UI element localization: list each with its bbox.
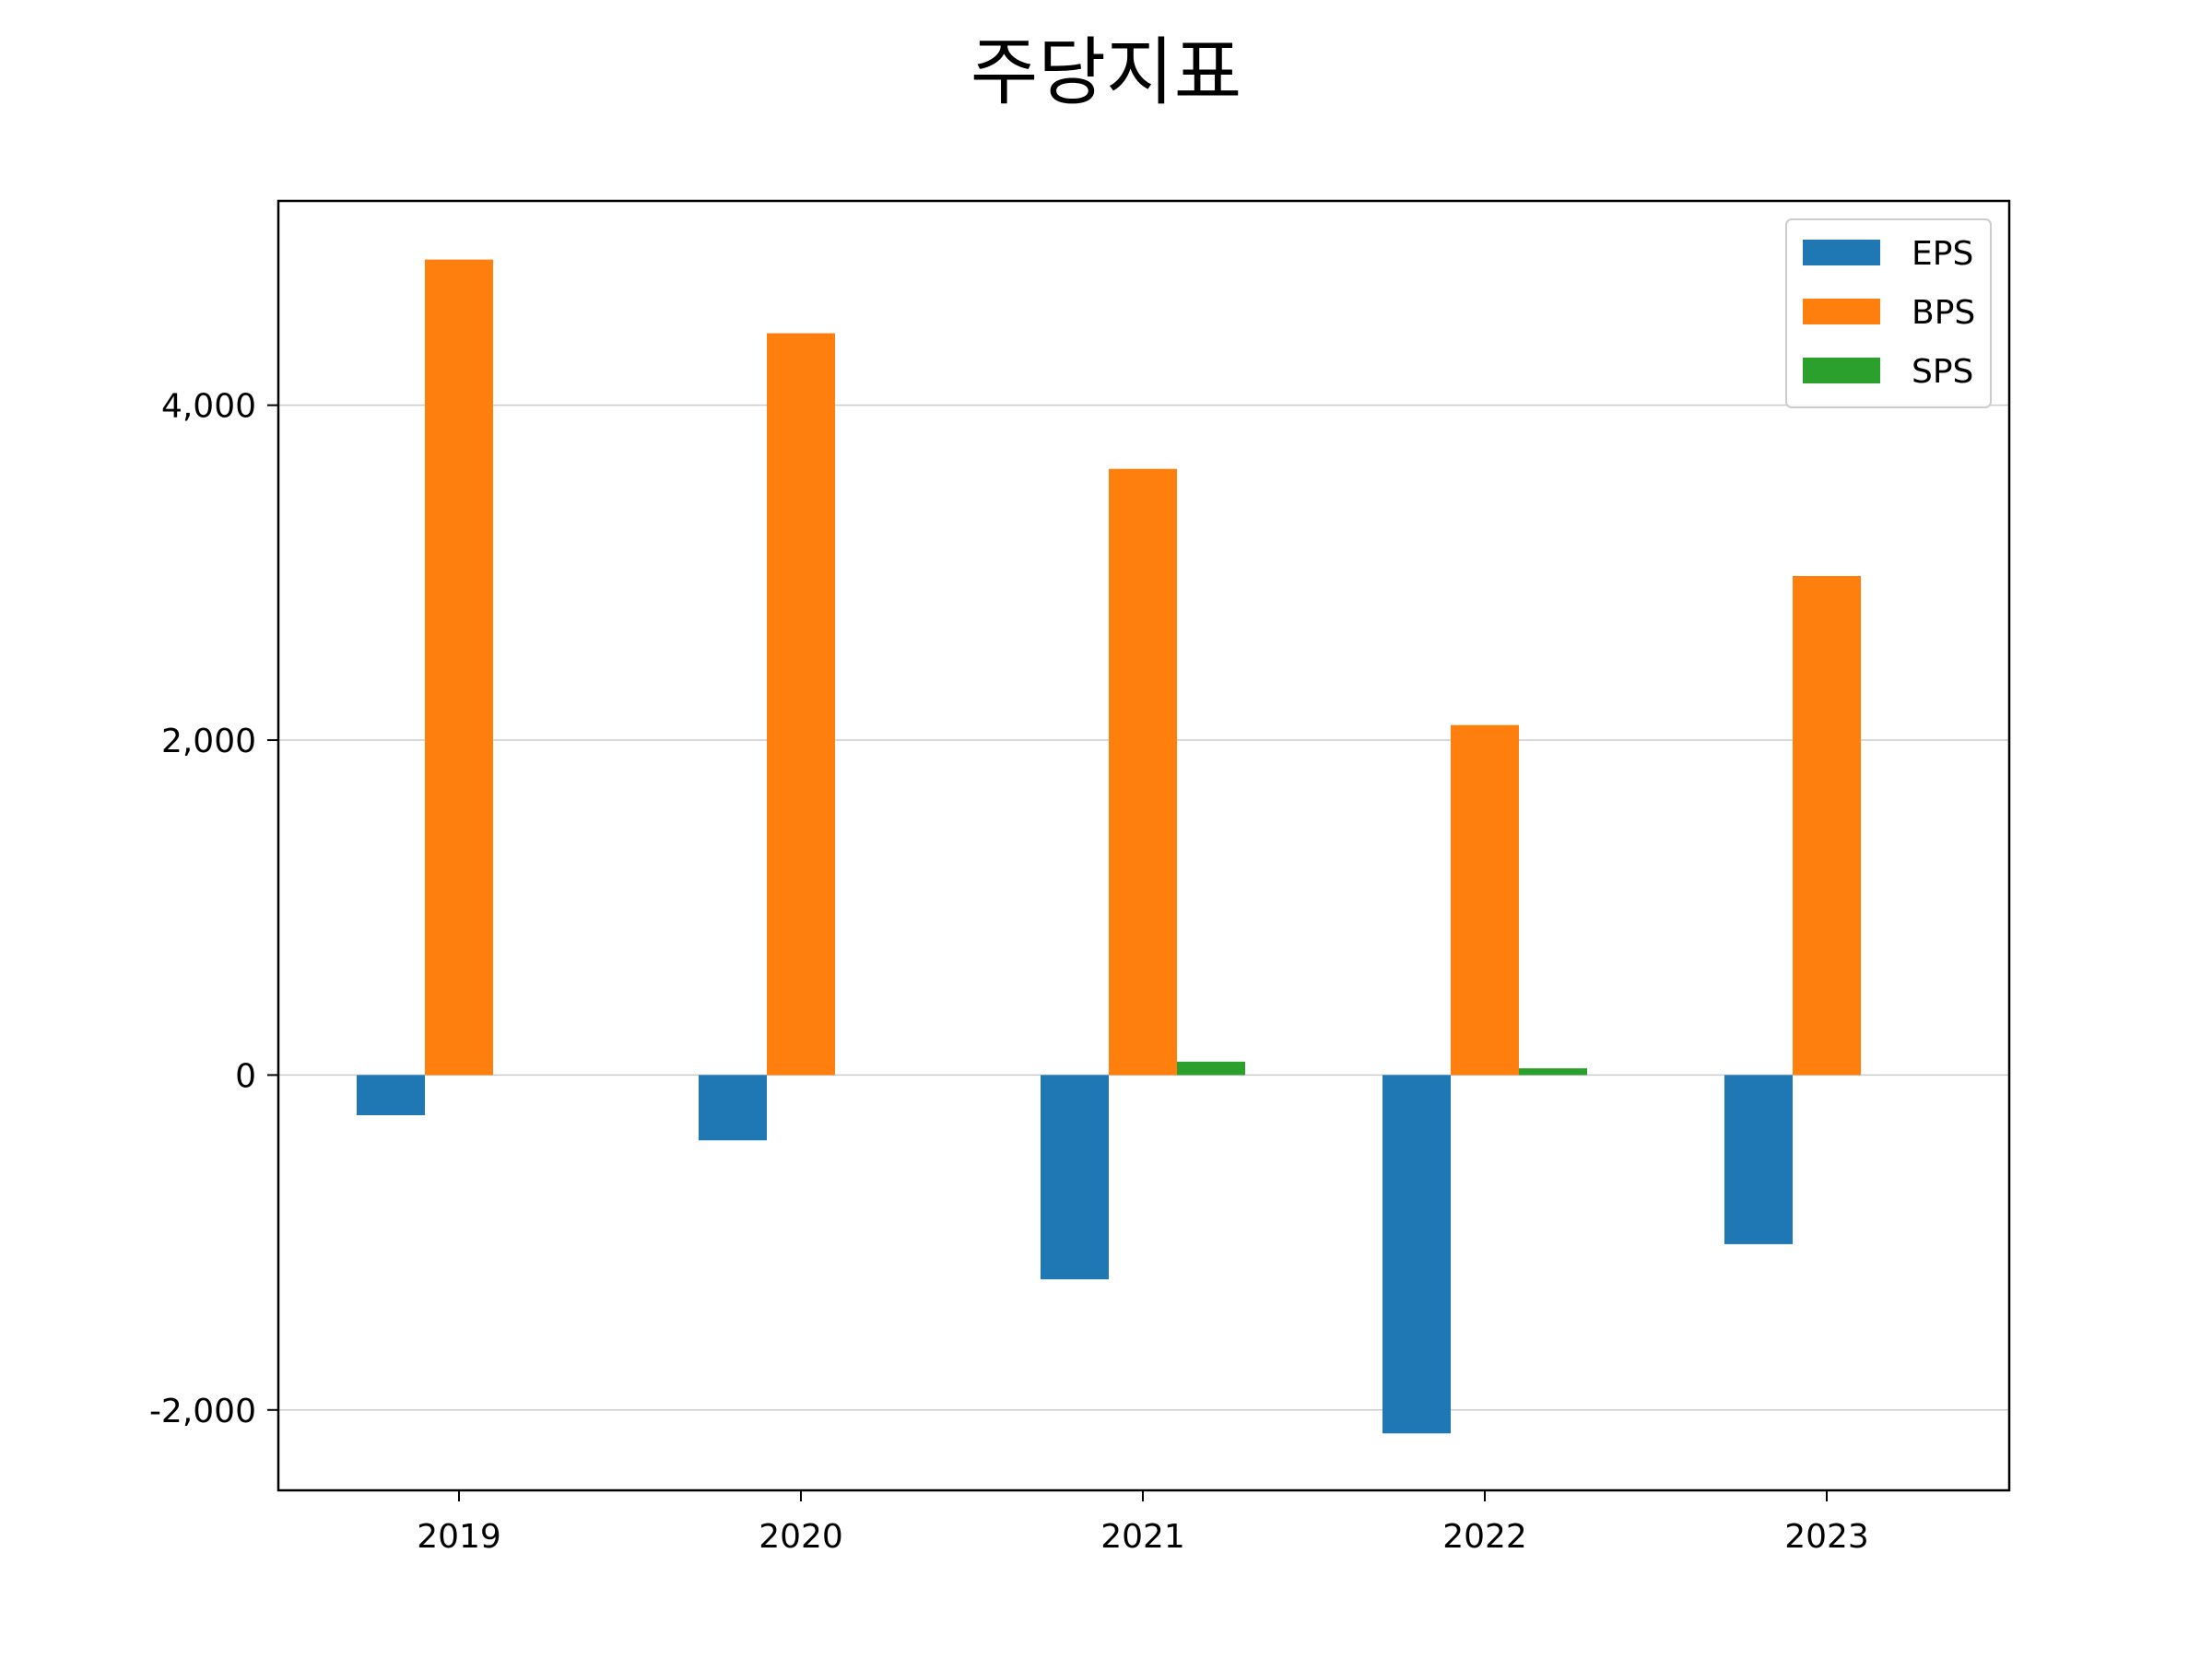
legend-swatch-eps [1803,240,1880,265]
bar-bps-2021 [1109,468,1177,1076]
bar-eps-2023 [1724,1075,1793,1244]
bars [357,259,1861,1434]
legend-label-eps: EPS [1912,235,1973,273]
y-tick-label: 4,000 [161,388,256,426]
x-tick-label: 2019 [417,1518,501,1556]
y-tick-label: 2,000 [161,723,256,760]
y-tick-label: 0 [235,1057,256,1095]
bar-bps-2022 [1451,724,1519,1076]
y-tick-label: -2,000 [149,1393,256,1430]
legend-swatch-bps [1803,299,1880,324]
chart-title: 주당지표 [970,29,1242,115]
legend-label-bps: BPS [1912,294,1975,332]
bar-sps-2022 [1519,1068,1587,1076]
y-axis-ticks: -2,000 0 2,000 4,000 [149,388,278,1430]
bar-bps-2020 [767,333,835,1076]
bar-eps-2021 [1041,1075,1109,1280]
bar-bps-2023 [1793,575,1861,1076]
x-tick-label: 2020 [759,1518,843,1556]
bar-eps-2022 [1382,1075,1451,1434]
x-tick-label: 2023 [1784,1518,1869,1556]
legend-label-sps: SPS [1912,353,1973,391]
bar-eps-2020 [699,1075,767,1141]
x-axis-ticks: 2019 2020 2021 2022 2023 [417,1490,1869,1556]
bar-sps-2021 [1177,1061,1245,1076]
legend-swatch-sps [1803,358,1880,383]
bar-eps-2019 [357,1075,425,1116]
legend: EPS BPS SPS [1785,218,1992,408]
bar-bps-2019 [425,259,493,1076]
x-tick-label: 2021 [1100,1518,1185,1556]
x-tick-label: 2022 [1442,1518,1527,1556]
